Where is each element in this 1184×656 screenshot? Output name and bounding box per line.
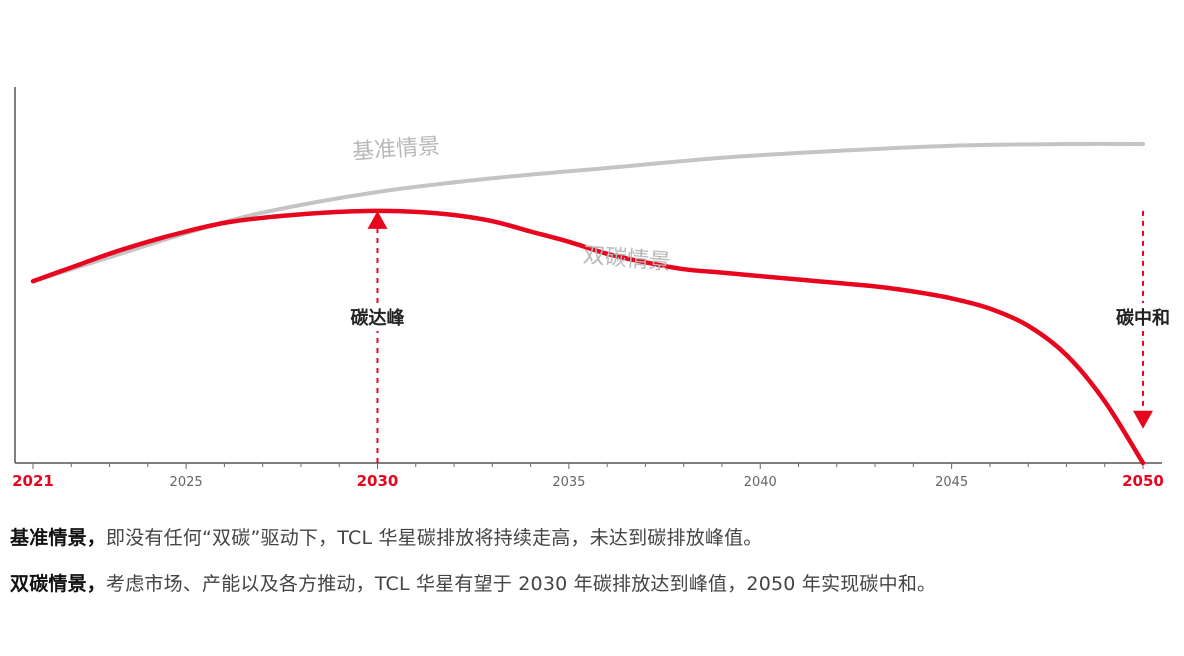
legend-baseline-title: 基准情景， [10,527,107,549]
series-line-dual-carbon [30,208,1146,466]
x-tick-label: 2030 [357,472,399,490]
series-label: 双碳情景 [582,243,672,276]
legend-baseline-description: 即没有任何“双碳”驱动下，TCL 华星碳排放将持续走高，未达到碳排放峰值。 [106,527,763,549]
legend-baseline-scenario: 基准情景，即没有任何“双碳”驱动下，TCL 华星碳排放将持续走高，未达到碳排放峰… [10,523,763,550]
annotation-guides [341,210,1179,463]
emissions-chart: 2021 2025 2030 2035 2040 2045 2050 基准情景双碳情景碳达峰… [12,87,1179,490]
legend-dual-carbon-description: 考虑市场、产能以及各方推动，TCL 华星有望于 2030 年碳排放达到峰值，20… [106,573,937,595]
x-tick-label: 2050 [1122,472,1164,490]
annotation-arrow-down [1133,410,1153,429]
x-tick-label: 2045 [935,475,968,490]
axes: 2021 2025 2030 2035 2040 2045 2050 [12,87,1164,490]
legend-dual-carbon-scenario: 双碳情景，考虑市场、产能以及各方推动，TCL 华星有望于 2030 年碳排放达到… [10,569,936,596]
legend-dual-carbon-title: 双碳情景， [10,573,107,595]
x-tick-label: 2021 [12,472,54,490]
x-tick-label: 2025 [170,475,203,490]
annotation-label-bg [1107,302,1179,331]
series-lines [30,141,1146,466]
annotation-arrow-up [367,210,388,229]
series-label: 基准情景 [351,134,441,165]
x-tick-label: 2035 [552,475,585,490]
annotation-label: 碳达峰 [350,307,405,329]
annotation-label: 碳中和 [1116,307,1170,329]
annotation-label-bg [341,302,414,331]
x-tick-label: 2040 [744,475,777,490]
